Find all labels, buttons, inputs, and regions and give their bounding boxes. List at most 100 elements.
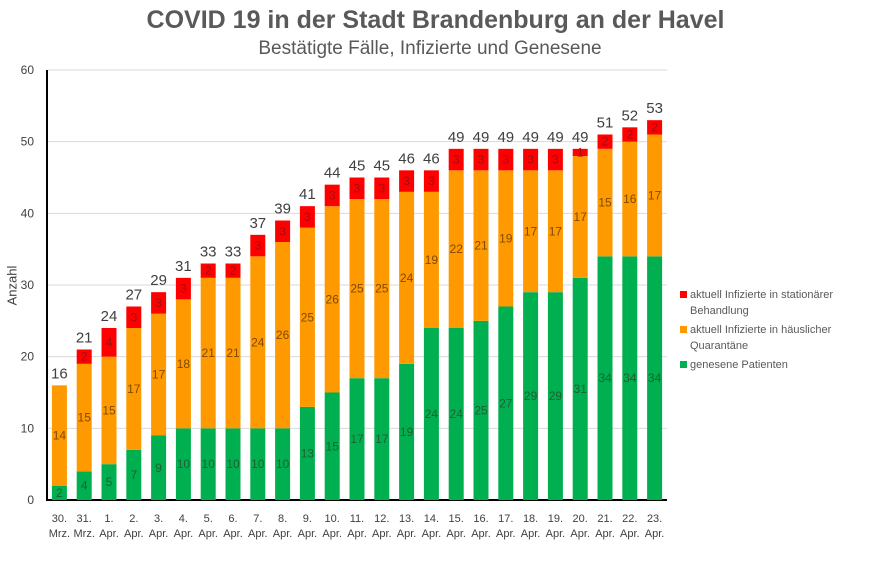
total-label: 45 bbox=[373, 158, 390, 175]
bar-segment bbox=[76, 471, 92, 500]
data-label: 22 bbox=[450, 242, 464, 256]
total-label: 45 bbox=[349, 158, 366, 175]
x-tick-label: Apr. bbox=[496, 528, 516, 540]
bar-segment bbox=[349, 199, 365, 379]
x-tick-label: Apr. bbox=[422, 528, 442, 540]
x-tick-label: 21. bbox=[597, 513, 612, 525]
data-label: 10 bbox=[276, 457, 290, 471]
bar-segment bbox=[275, 428, 291, 500]
legend-swatch-orange bbox=[680, 326, 687, 333]
bar-segment bbox=[225, 428, 241, 500]
data-label: 25 bbox=[350, 282, 364, 296]
data-label: 3 bbox=[527, 153, 534, 167]
x-tick-label: Apr. bbox=[322, 528, 342, 540]
x-tick-label: 17. bbox=[498, 513, 513, 525]
total-label: 27 bbox=[125, 287, 142, 304]
bar-segment bbox=[473, 170, 489, 321]
bar-segment bbox=[250, 234, 266, 257]
data-label: 3 bbox=[279, 224, 286, 238]
bar-segment bbox=[647, 134, 663, 257]
data-label: 10 bbox=[177, 457, 191, 471]
bar-segment bbox=[399, 363, 415, 500]
bar-segment bbox=[547, 148, 563, 171]
data-label: 3 bbox=[502, 153, 509, 167]
x-tick-label: 13. bbox=[399, 513, 414, 525]
y-tick-label: 30 bbox=[21, 278, 35, 292]
y-tick-label: 0 bbox=[27, 493, 34, 507]
x-tick-label: 19. bbox=[548, 513, 563, 525]
legend-item-recovered: genesene Patienten bbox=[680, 357, 871, 373]
bar-segment bbox=[547, 292, 563, 500]
bar-segment bbox=[324, 392, 340, 500]
data-label: 15 bbox=[78, 411, 92, 425]
bar-segment bbox=[597, 148, 613, 257]
legend-label: aktuell Infizierte in stationärer Behand… bbox=[690, 289, 834, 317]
legend-label: genesene Patienten bbox=[690, 359, 788, 371]
data-label: 19 bbox=[425, 253, 439, 267]
bar-segment bbox=[448, 148, 464, 171]
bar-segment bbox=[275, 242, 291, 429]
bar-segment bbox=[175, 428, 191, 500]
x-tick-label: 20. bbox=[573, 513, 588, 525]
bar-segment bbox=[151, 313, 167, 436]
total-label: 49 bbox=[522, 129, 539, 146]
x-tick-label: Apr. bbox=[595, 528, 615, 540]
data-label: 17 bbox=[524, 224, 538, 238]
total-label: 31 bbox=[175, 258, 192, 275]
data-label: 3 bbox=[254, 239, 261, 253]
data-label: 3 bbox=[155, 296, 162, 310]
total-label: 21 bbox=[76, 330, 93, 347]
bar-segment bbox=[76, 363, 92, 472]
bar-segment bbox=[597, 134, 613, 149]
bar-segment bbox=[200, 277, 216, 429]
data-label: 31 bbox=[574, 382, 588, 396]
data-label: 25 bbox=[474, 403, 488, 417]
x-tick-label: 4. bbox=[179, 513, 188, 525]
data-label: 3 bbox=[478, 153, 485, 167]
total-label: 49 bbox=[547, 129, 564, 146]
data-label: 34 bbox=[598, 371, 612, 385]
data-label: 21 bbox=[226, 346, 240, 360]
x-tick-label: 11. bbox=[350, 513, 364, 525]
bar-segment bbox=[151, 435, 167, 500]
data-label: 3 bbox=[428, 174, 435, 188]
bar-segment bbox=[523, 292, 539, 500]
data-label: 15 bbox=[326, 439, 340, 453]
x-tick-label: 7. bbox=[253, 513, 262, 525]
x-tick-label: Apr. bbox=[570, 528, 590, 540]
total-label: 24 bbox=[101, 308, 118, 325]
x-tick-label: 2. bbox=[129, 513, 138, 525]
bar-segment bbox=[101, 356, 117, 465]
bar-segment bbox=[622, 141, 638, 257]
bar-segment bbox=[250, 256, 266, 429]
total-label: 44 bbox=[324, 165, 341, 182]
data-label: 3 bbox=[180, 282, 187, 296]
bar-segment bbox=[225, 263, 241, 278]
bar-segment bbox=[498, 170, 514, 307]
bar-segment bbox=[647, 256, 663, 500]
bar-segment bbox=[126, 306, 142, 328]
data-label: 1 bbox=[577, 145, 584, 159]
data-label: 24 bbox=[425, 407, 439, 421]
bar-segment bbox=[151, 292, 167, 314]
x-tick-label: Apr. bbox=[223, 528, 243, 540]
data-label: 26 bbox=[276, 328, 290, 342]
total-label: 49 bbox=[497, 129, 514, 146]
data-label: 3 bbox=[329, 188, 336, 202]
data-label: 17 bbox=[152, 368, 166, 382]
x-tick-label: Apr. bbox=[397, 528, 417, 540]
total-label: 29 bbox=[150, 272, 167, 289]
bar-segment bbox=[647, 120, 663, 135]
data-label: 3 bbox=[130, 310, 137, 324]
x-tick-label: 31. bbox=[77, 513, 92, 525]
data-label: 21 bbox=[474, 239, 488, 253]
x-tick-label: Apr. bbox=[248, 528, 268, 540]
data-label: 5 bbox=[106, 475, 113, 489]
data-label: 17 bbox=[549, 224, 563, 238]
data-label: 21 bbox=[202, 346, 216, 360]
x-tick-label: 16. bbox=[473, 513, 488, 525]
bar-segment bbox=[374, 378, 390, 500]
data-label: 2 bbox=[602, 135, 609, 149]
bar-segment bbox=[622, 127, 638, 142]
data-label: 16 bbox=[623, 192, 637, 206]
